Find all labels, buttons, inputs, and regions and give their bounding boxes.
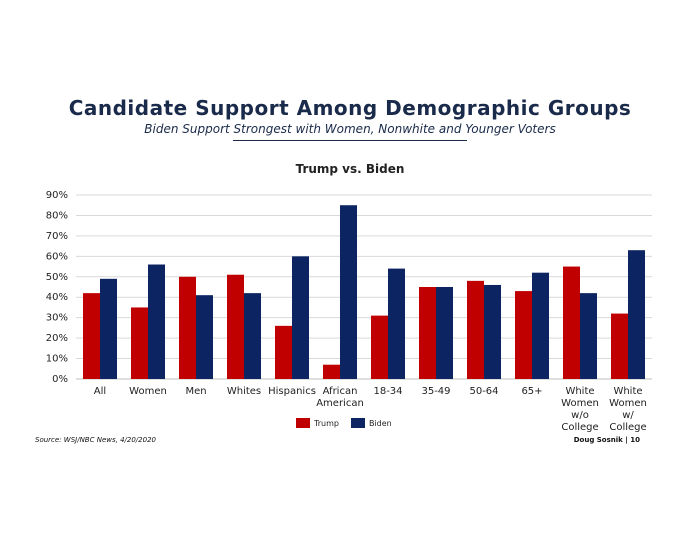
x-tick-label-line: White (613, 386, 642, 397)
bar-trump (419, 287, 436, 379)
x-tick-label-line: Whites (227, 386, 261, 397)
y-tick-label: 20% (46, 333, 68, 344)
bar-trump (563, 266, 580, 379)
x-tick-label-line: College (609, 422, 646, 433)
bar-trump (611, 313, 628, 379)
y-tick-label: 30% (46, 313, 68, 324)
chart-title: Trump vs. Biden (295, 162, 405, 176)
x-tick-label-line: 50-64 (469, 386, 498, 397)
legend-label-trump: Trump (314, 418, 339, 428)
x-tick-label-line: Hispanics (268, 386, 316, 397)
bar-trump (227, 274, 244, 379)
x-tick-label: All (94, 386, 106, 397)
bar-biden (388, 268, 405, 379)
legend-label-biden: Biden (368, 418, 392, 428)
x-tick-label-line: African (323, 386, 358, 397)
x-tick-label: 65+ (521, 386, 542, 397)
bar-trump (131, 307, 148, 379)
x-tick-label: Men (185, 386, 206, 397)
x-tick-label-line: 18-34 (373, 386, 402, 397)
bar-biden (196, 295, 213, 379)
chart-legend: Trump Biden (296, 418, 400, 428)
y-tick-label: 10% (46, 354, 68, 365)
bar-biden (484, 284, 501, 379)
slide-title: Candidate Support Among Demographic Grou… (68, 96, 632, 120)
y-tick-label: 40% (46, 292, 68, 303)
bar-trump (275, 325, 292, 379)
bar-biden (292, 256, 309, 379)
bar-trump (371, 315, 388, 379)
x-tick-label-line: Men (185, 386, 206, 397)
x-tick-label-line: College (561, 422, 598, 433)
x-tick-label-line: w/o (571, 410, 589, 421)
bar-trump (179, 276, 196, 379)
x-tick-label: Whites (227, 386, 261, 397)
bar-biden (628, 250, 645, 379)
bar-biden (100, 278, 117, 379)
x-tick-label-line: w/ (622, 410, 634, 421)
bar-trump (467, 280, 484, 379)
x-tick-label-line: Women (129, 386, 167, 397)
bar-trump (323, 364, 340, 379)
bar-biden (580, 293, 597, 379)
x-tick-label-line: 65+ (521, 386, 542, 397)
x-tick-label-line: White (565, 386, 594, 397)
x-tick-label: White Women w/College (609, 386, 647, 433)
y-tick-label: 50% (46, 272, 68, 283)
bar-biden (244, 293, 261, 379)
x-tick-label: White Women w/o College (561, 386, 599, 433)
x-tick-label: 50-64 (469, 386, 498, 397)
y-tick-label: 60% (46, 251, 68, 262)
x-tick-label: African American (316, 386, 364, 409)
x-tick-label-line: 35-49 (421, 386, 450, 397)
y-tick-label: 80% (46, 210, 68, 221)
y-tick-label: 0% (52, 374, 68, 385)
x-tick-label: Hispanics (268, 386, 316, 397)
x-tick-label: 18-34 (373, 386, 402, 397)
bar-trump (515, 291, 532, 379)
slide-subtitle: Biden Support Strongest with Women, Nonw… (144, 122, 556, 136)
bar-biden (532, 272, 549, 379)
source-note: Source: WSJ/NBC News, 4/20/2020 (35, 436, 156, 444)
y-tick-label: 90% (46, 190, 68, 201)
x-tick-label-line: Women (561, 398, 599, 409)
x-tick-label: Women (129, 386, 167, 397)
footer-credit: Doug Sosnik | 10 (573, 436, 640, 444)
x-tick-label-line: Women (609, 398, 647, 409)
x-tick-label: 35-49 (421, 386, 450, 397)
bar-biden (436, 287, 453, 379)
bar-biden (148, 264, 165, 379)
legend-swatch-biden (350, 418, 365, 428)
bar-biden (340, 205, 357, 379)
subtitle-underline (233, 140, 467, 141)
x-tick-label-line: All (94, 386, 106, 397)
bar-trump (83, 293, 100, 379)
legend-item-biden: Biden (350, 418, 392, 428)
y-tick-label: 70% (46, 231, 68, 242)
legend-item-trump: Trump (296, 418, 339, 428)
legend-swatch-trump (296, 418, 310, 428)
x-tick-label-line: American (316, 398, 364, 409)
